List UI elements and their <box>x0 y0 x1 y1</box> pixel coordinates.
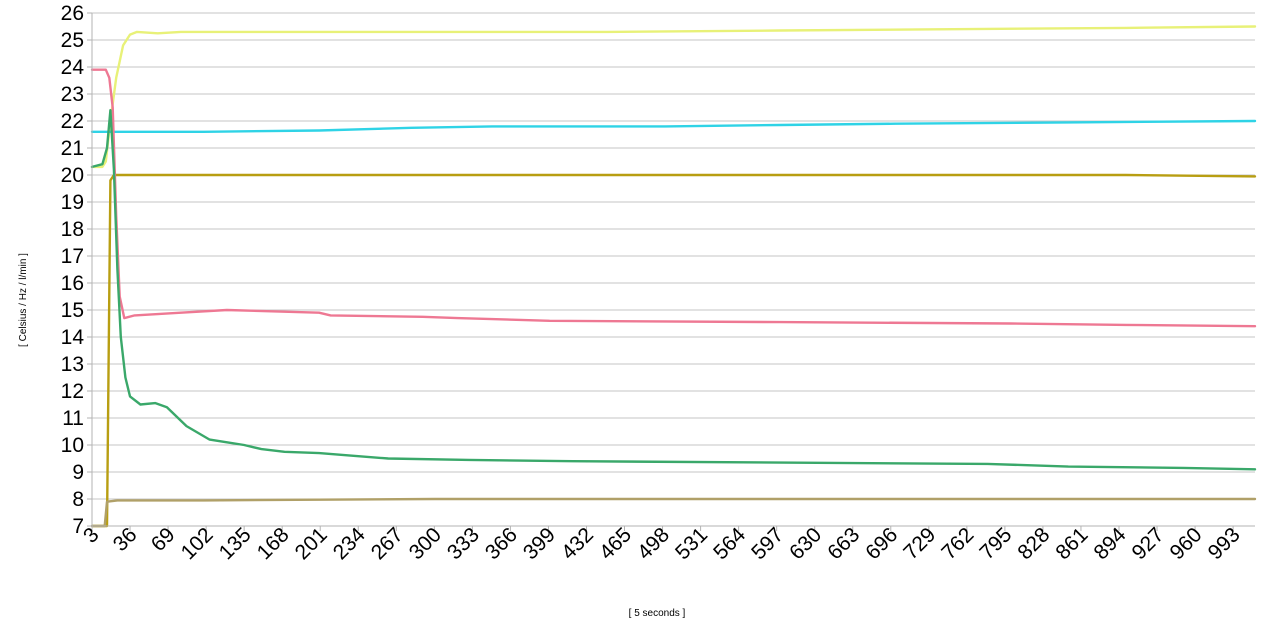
series-line-3 <box>90 173 1257 528</box>
x-tick-label-531: 531 <box>671 523 712 564</box>
y-tick-label-23: 23 <box>61 83 84 106</box>
y-tick-labels: 7 8 9 10 11 12 13 14 15 16 17 18 19 20 21 22 23 24 25 26 <box>61 2 85 538</box>
x-tick-label-630: 630 <box>785 523 826 564</box>
y-tick-label-8: 8 <box>72 488 84 511</box>
x-tick-label-399: 399 <box>519 523 560 564</box>
y-tick-label-24: 24 <box>61 56 85 79</box>
x-tick-label-927: 927 <box>1128 523 1169 564</box>
y-tick-label-14: 14 <box>61 326 85 349</box>
x-tick-label-234: 234 <box>329 523 370 564</box>
x-tick-label-861: 861 <box>1051 523 1092 564</box>
x-axis-title: [ 5 seconds ] <box>629 608 686 619</box>
y-tick-label-12: 12 <box>61 380 84 403</box>
x-tick-label-168: 168 <box>253 523 294 564</box>
y-tick-label-26: 26 <box>61 2 84 25</box>
x-tick-label-102: 102 <box>177 523 218 564</box>
y-tick-label-15: 15 <box>61 299 84 322</box>
x-tick-label-663: 663 <box>823 523 864 564</box>
y-tick-label-13: 13 <box>61 353 84 376</box>
y-tick-label-11: 11 <box>62 407 84 430</box>
series-line-5 <box>90 108 1257 471</box>
x-tick-label-267: 267 <box>367 523 408 564</box>
y-tick-label-20: 20 <box>61 164 84 187</box>
x-tick-label-960: 960 <box>1166 523 1207 564</box>
y-axis-title: [ Celsius / Hz / l/min ] <box>18 253 29 347</box>
x-tick-label-498: 498 <box>633 523 674 564</box>
series-line-4 <box>90 68 1257 328</box>
series-line-6 <box>90 497 1257 528</box>
x-tick-label-894: 894 <box>1089 523 1130 564</box>
x-tick-label-828: 828 <box>1013 523 1054 564</box>
y-tick-label-17: 17 <box>61 245 84 268</box>
y-tick-label-18: 18 <box>61 218 84 241</box>
y-tick-label-19: 19 <box>61 191 84 214</box>
x-tick-label-564: 564 <box>709 523 750 564</box>
x-tick-label-300: 300 <box>405 523 446 564</box>
axes <box>87 12 1255 531</box>
y-tick-label-25: 25 <box>61 29 84 52</box>
x-tick-label-597: 597 <box>747 523 788 564</box>
x-tick-label-993: 993 <box>1204 523 1245 564</box>
x-tick-label-465: 465 <box>595 523 636 564</box>
x-tick-labels: 3 36 6910213516820123426730033336639943246… <box>79 523 1245 564</box>
x-tick-label-69: 69 <box>147 523 180 556</box>
x-tick-label-201: 201 <box>291 523 332 564</box>
series-line-1 <box>90 25 1257 169</box>
y-tick-label-7: 7 <box>72 515 84 538</box>
series-layer <box>90 25 1257 528</box>
x-tick-label-333: 333 <box>443 523 484 564</box>
y-tick-label-21: 21 <box>61 137 84 160</box>
y-tick-label-16: 16 <box>61 272 84 295</box>
x-tick-label-696: 696 <box>861 523 902 564</box>
y-tick-label-22: 22 <box>61 110 84 133</box>
x-tick-label-135: 135 <box>215 523 256 564</box>
x-tick-label-366: 366 <box>481 523 522 564</box>
x-tick-label-795: 795 <box>975 523 1016 564</box>
x-tick-label-432: 432 <box>557 523 598 564</box>
series-line-2 <box>90 119 1257 134</box>
x-tick-label-762: 762 <box>937 523 978 564</box>
y-tick-label-9: 9 <box>72 461 84 484</box>
x-tick-label-729: 729 <box>899 523 940 564</box>
y-tick-label-10: 10 <box>61 434 84 457</box>
x-tick-label-36: 36 <box>109 523 142 556</box>
